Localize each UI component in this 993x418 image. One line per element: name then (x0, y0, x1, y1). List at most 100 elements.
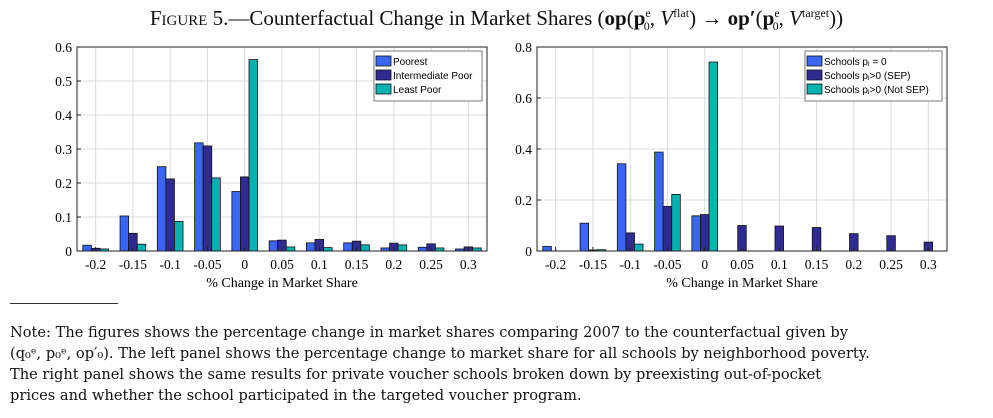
title-math: (op(pe0, Vflat) → op′(pe0, Vtarget)) (597, 6, 844, 34)
bar-schools-p-j-0--0.05 (654, 151, 664, 252)
sub-02: 0 (772, 19, 779, 34)
sup-flat: flat (673, 6, 690, 20)
bar-schools-p-j-0-not-sep---0.05 (671, 193, 681, 252)
note-line: The right panel shows the same results f… (10, 366, 822, 383)
x-tick-label: 0.25 (419, 257, 443, 272)
x-tick-label: -0.2 (545, 257, 566, 272)
x-tick-label: 0.3 (460, 257, 477, 272)
note-line: prices and whether the school participat… (10, 387, 582, 404)
x-tick-label: 0.3 (920, 257, 937, 272)
legend-label: Intermediate Poor (393, 71, 473, 82)
legend-label: Schools pⱼ>0 (Not SEP) (824, 85, 929, 96)
bar-least-poor--0.1 (174, 221, 184, 252)
op: op (604, 6, 627, 30)
bar-intermediate-poor--0.1 (165, 178, 175, 252)
y-tick-label: 0.2 (55, 176, 72, 191)
x-axis-label: % Change in Market Share (666, 276, 818, 291)
x-tick-label: 0.1 (311, 257, 328, 272)
bar-schools-p-j-0-sep--0 (700, 214, 710, 252)
V: V (660, 6, 674, 30)
y-tick-label: 0.3 (55, 142, 72, 157)
bar-schools-p-j-0-not-sep--0 (708, 61, 718, 252)
bar-least-poor-0.15 (360, 244, 370, 252)
axes-frame (76, 46, 488, 252)
bar-intermediate-poor--0.05 (202, 145, 213, 252)
x-tick-label: 0.2 (385, 257, 402, 272)
bar-poorest-0.15 (343, 242, 353, 252)
legend-swatch (375, 69, 392, 81)
figure-label: Figure 5. (149, 6, 229, 30)
y-tick-label: 0.6 (515, 91, 532, 106)
legend-swatch (375, 55, 392, 67)
bar-least-poor-0.05 (285, 246, 296, 252)
bar-intermediate-poor-0 (240, 176, 250, 252)
x-tick-label: -0.05 (193, 257, 221, 272)
bar-poorest--0.1 (156, 166, 167, 252)
x-tick-label: 0 (241, 257, 248, 272)
y-tick-label: 0.6 (55, 40, 72, 55)
legend-box (373, 50, 483, 102)
x-tick-label: 0.25 (879, 257, 903, 272)
legend-box (804, 50, 943, 102)
y-tick-label: 0.1 (55, 210, 72, 225)
footnote-rule (10, 303, 118, 304)
V2: V (789, 6, 802, 30)
y-tick-label: 0.5 (55, 74, 72, 89)
x-tick-label: -0.1 (159, 257, 180, 272)
paren-close: )) (829, 6, 844, 30)
bar-poorest-0 (231, 191, 241, 252)
note-line: (q₀ᵉ, p₀ᵉ, op′₀). The left panel shows t… (10, 345, 870, 362)
x-tick-label: -0.15 (119, 257, 147, 272)
y-tick-label: 0.4 (515, 142, 532, 157)
sup-e2: e (774, 6, 780, 20)
x-tick-label: 0.2 (845, 257, 862, 272)
bar-poorest-0.1 (306, 242, 316, 252)
paren: ( (597, 6, 605, 30)
x-tick-label: 0.15 (345, 257, 369, 272)
x-tick-label: -0.1 (619, 257, 640, 272)
x-tick-label: -0.15 (579, 257, 607, 272)
axes-frame (536, 46, 948, 252)
bar-schools-p-j-0-not-sep---0.1 (634, 243, 644, 252)
bar-schools-p-j-0--0.15 (579, 222, 590, 252)
legend-label: Poorest (393, 57, 428, 68)
legend-swatch (806, 55, 823, 67)
op-prime: op′ (727, 6, 756, 30)
y-tick-label: 0 (525, 244, 532, 259)
x-tick-label: 0 (701, 257, 708, 272)
x-tick-label: -0.2 (85, 257, 106, 272)
x-tick-label: -0.05 (653, 257, 681, 272)
sup-e: e (645, 6, 651, 20)
y-tick-label: 0.4 (55, 108, 72, 123)
figure-note: Note: The figures shows the percentage c… (10, 322, 985, 406)
bar-schools-p-j-0-sep---0.05 (662, 205, 673, 252)
x-tick-label: 0.05 (730, 257, 754, 272)
bar-schools-p-j-0--0.2 (542, 246, 552, 252)
x-tick-label: 0.1 (771, 257, 788, 272)
figure-title: Figure 5.—Counterfactual Change in Marke… (0, 6, 993, 34)
x-tick-label: 0.05 (270, 257, 294, 272)
bar-least-poor-0.1 (323, 247, 333, 252)
bar-poorest-0.25 (417, 246, 428, 252)
x-tick-label: 0.15 (805, 257, 829, 272)
p: p (633, 6, 646, 30)
bar-poorest--0.2 (82, 244, 92, 252)
bar-poorest--0.15 (119, 215, 130, 252)
y-tick-label: 0 (65, 244, 72, 259)
bar-least-poor-0 (248, 59, 258, 252)
sub-0: 0 (643, 19, 650, 34)
bar-poorest--0.05 (194, 142, 204, 252)
bar-poorest-0.05 (268, 240, 279, 252)
bar-least-poor--0.05 (211, 177, 221, 252)
legend-swatch (806, 69, 823, 81)
charts-canvas: 0 0.1 0.2 0.3 0.4 0.5 0.6 -0.2 -0.15 -0.1 -0.05 0 0.… (55, 40, 948, 291)
legend-swatch (806, 83, 823, 95)
x-axis-label: % Change in Market Share (206, 276, 358, 291)
note-line: Note: The figures shows the percentage c… (10, 324, 849, 341)
legend-label: Schools pⱼ = 0 (824, 57, 887, 68)
legend-label: Schools pⱼ>0 (SEP) (824, 71, 911, 82)
sup-target: target (802, 6, 830, 20)
bar-schools-p-j-0-0 (691, 215, 701, 252)
y-tick-label: 0.8 (515, 40, 532, 55)
legend-label: Least Poor (393, 85, 442, 96)
